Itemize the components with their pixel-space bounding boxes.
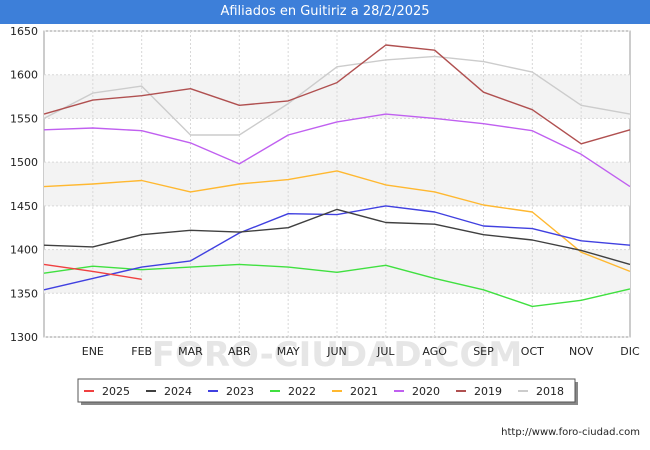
footer-url: http://www.foro-ciudad.com (501, 427, 640, 438)
x-tick-label: JUL (376, 345, 395, 358)
x-tick-label: FEB (131, 345, 152, 358)
legend-label-2023: 2023 (226, 385, 254, 398)
x-tick-labels: ENE FEB MAR ABR MAY JUN JUL AGO SEP OCT NOV DIC (82, 345, 640, 358)
legend-label-2020: 2020 (412, 385, 440, 398)
y-tick-label: 1400 (10, 244, 38, 257)
x-tick-label: MAY (277, 345, 300, 358)
y-tick-label: 1600 (10, 69, 38, 82)
x-tick-label: ENE (82, 345, 104, 358)
legend-label-2021: 2021 (350, 385, 378, 398)
series-line-2024 (43, 208, 631, 266)
y-tick-label: 1450 (10, 200, 38, 213)
legend-label-2022: 2022 (288, 385, 316, 398)
series-lines (43, 44, 631, 308)
x-tick-label: JUN (326, 345, 347, 358)
legend-label-2019: 2019 (474, 385, 502, 398)
legend-label-2025: 2025 (102, 385, 130, 398)
x-tick-label: AGO (422, 345, 447, 358)
legend-label-2024: 2024 (164, 385, 192, 398)
x-tick-label: MAR (178, 345, 203, 358)
series-line-2023 (43, 205, 631, 291)
y-tick-label: 1300 (10, 331, 38, 344)
x-tick-label: ABR (228, 345, 251, 358)
watermark: FORO-CIUDAD.COM (152, 335, 523, 375)
x-tick-label: NOV (569, 345, 594, 358)
series-line-2021 (43, 170, 631, 273)
chart-title: Afiliados en Guitiriz a 28/2/2025 (0, 0, 650, 24)
legend-label-2018: 2018 (536, 385, 564, 398)
y-tick-label: 1350 (10, 287, 38, 300)
x-tick-label: OCT (521, 345, 544, 358)
legend-box (77, 378, 576, 403)
y-tick-label: 1500 (10, 156, 38, 169)
y-tick-labels: 1300 1350 1400 1450 1500 1550 1600 1650 (10, 25, 38, 344)
series-line-2025 (43, 263, 142, 280)
series-line-2019 (43, 44, 631, 145)
series-line-2022 (43, 263, 631, 308)
series-line-2018 (43, 55, 631, 136)
series-line-2020 (43, 113, 631, 188)
legend: 2025 2024 2023 2022 2021 2020 2019 2018 (84, 385, 564, 398)
y-tick-label: 1650 (10, 25, 38, 38)
x-tick-label: SEP (473, 345, 494, 358)
x-tick-label: DIC (620, 345, 640, 358)
y-tick-label: 1550 (10, 112, 38, 125)
